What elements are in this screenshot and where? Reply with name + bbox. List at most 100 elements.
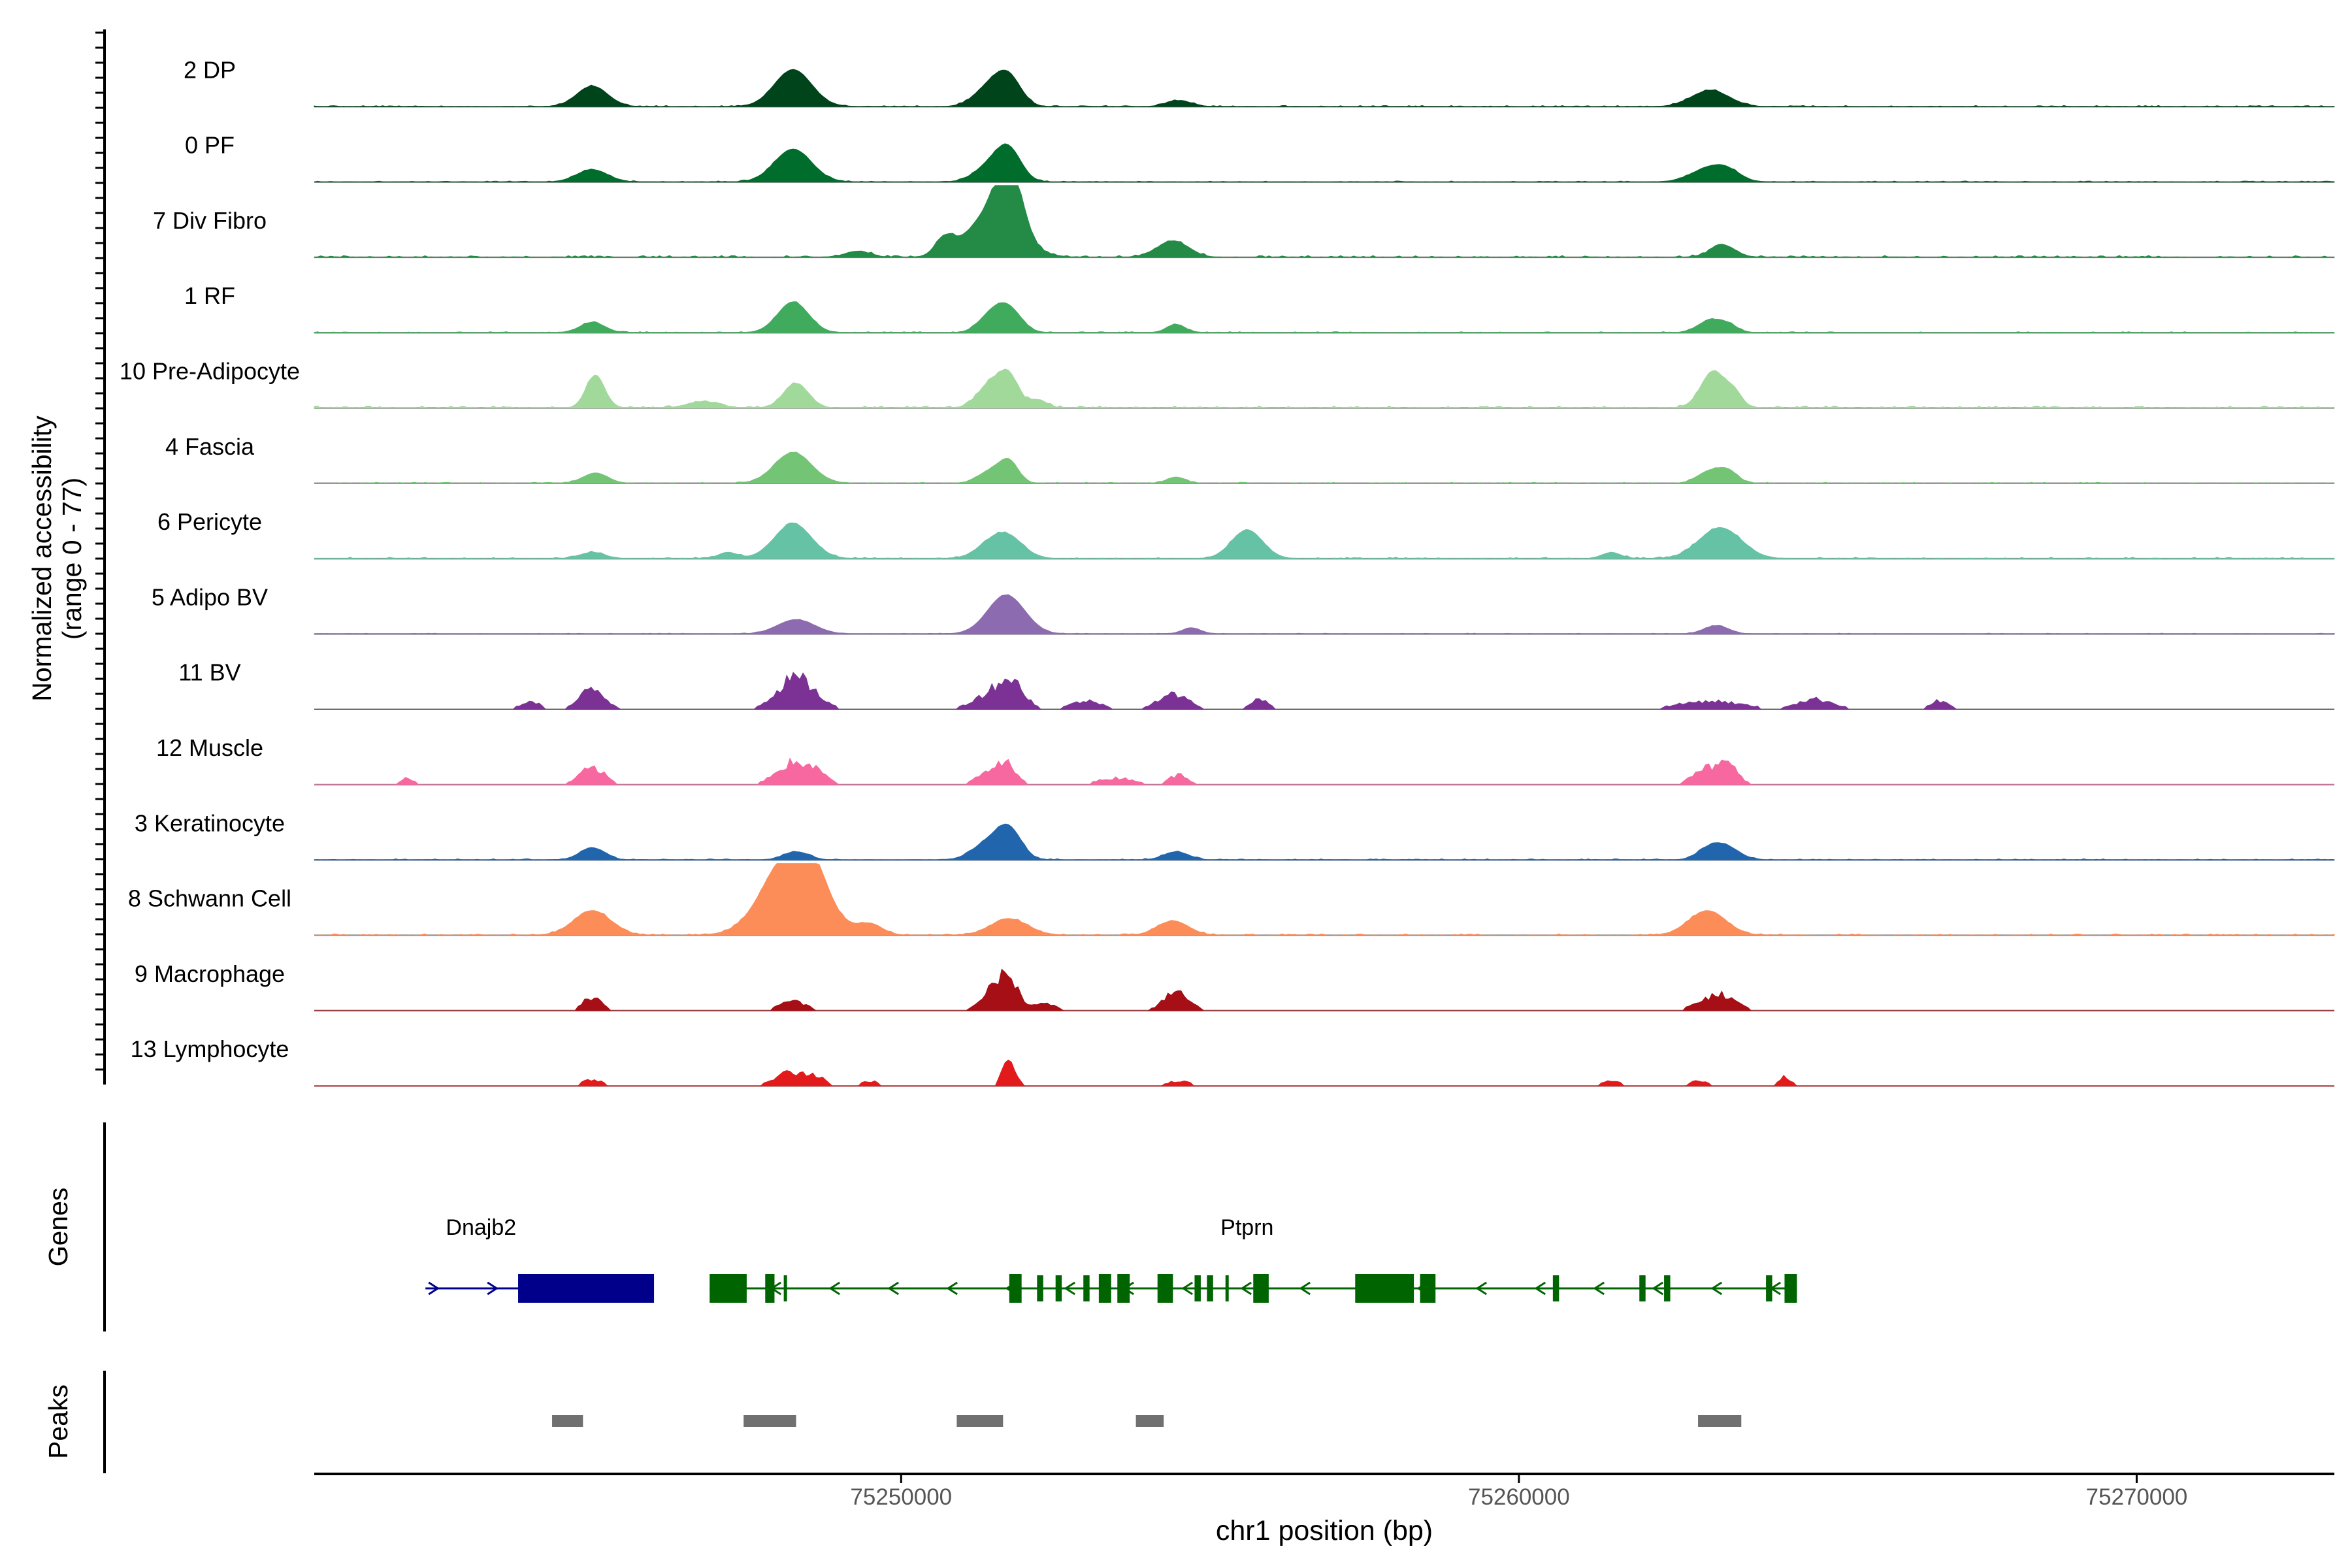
gene-dnajb2: Dnajb2 [425,1215,655,1303]
strand-arrow [1181,1281,1193,1296]
exon [1207,1275,1213,1301]
exon [1009,1274,1022,1303]
exon [1225,1275,1229,1301]
exon [1098,1274,1111,1303]
gene-models: Dnajb2 Ptprn [425,1215,1797,1303]
coverage-area [314,594,2335,634]
peaks-panel: Peaks [43,1371,1742,1473]
coverage-area [314,863,2335,936]
track-4: 1 RF [184,282,2335,334]
track-9: 11 BV [178,659,2334,710]
strand-arrow [1652,1281,1663,1296]
genes-panel: Genes Dnajb2 Ptprn [43,1122,1797,1331]
y-axis-ticks [95,31,105,1071]
track-label: 3 Keratinocyte [135,809,285,836]
exon [1055,1275,1062,1301]
strand-arrow [1710,1281,1722,1296]
track-label: 7 Div Fibro [153,207,267,234]
track-14: 13 Lymphocyte [131,1036,2334,1087]
gene-name: Ptprn [1220,1215,1273,1240]
strand-arrow [1064,1281,1075,1296]
peak-regions [552,1415,1742,1427]
coverage-area [314,968,2334,1011]
gene-name: Dnajb2 [446,1215,516,1240]
track-8: 5 Adipo BV [152,583,2335,635]
strand-arrow [1534,1281,1546,1296]
peak-region [743,1415,796,1427]
track-2: 0 PF [185,132,2335,183]
strand-arrow [887,1281,899,1296]
coverage-area [314,69,2335,107]
strand-arrow [428,1281,440,1296]
exon [1639,1275,1646,1301]
coverage-area [314,368,2335,409]
exon [1766,1275,1772,1301]
gene-ptprn: Ptprn [710,1215,1797,1303]
exon [710,1274,747,1303]
coverage-area [314,672,2334,710]
track-label: 8 Schwann Cell [128,885,291,912]
exon [1157,1274,1173,1303]
track-label: 4 Fascia [165,433,255,460]
track-10: 12 Muscle [156,734,2334,786]
coverage-area [314,143,2335,183]
peak-region [956,1415,1004,1427]
x-axis-ticks: 75250000 75260000 75270000 [850,1474,2187,1510]
exon [1664,1275,1671,1301]
coverage-area [314,301,2335,333]
peaks-label: Peaks [43,1384,73,1459]
exon [518,1274,655,1303]
track-11: 3 Keratinocyte [135,809,2335,861]
coverage-tracks: 2 DP 0 PF 7 Div Fibro 1 RF 10 Pre-Adipocyte 4… [120,56,2335,1087]
exon [1037,1275,1043,1301]
x-axis: 75250000 75260000 75270000 chr1 position (… [314,1473,2334,1546]
exon [783,1275,787,1301]
strand-arrow [1475,1281,1487,1296]
track-label: 11 BV [178,659,240,686]
strand-arrow [1240,1281,1252,1296]
coverage-area [314,823,2335,860]
coverage-area [314,185,2335,258]
track-3: 7 Div Fibro [153,185,2335,259]
track-7: 6 Pericyte [157,508,2335,560]
track-label: 10 Pre-Adipocyte [120,358,300,385]
track-1: 2 DP [184,56,2335,108]
x-axis-label: chr1 position (bp) [1216,1515,1433,1546]
strand-arrow [828,1281,840,1296]
y-axis-label-line2: (range 0 - 77) [57,478,87,640]
peak-region [552,1415,583,1427]
coverage-area [314,1059,2334,1086]
peak-region [1135,1415,1164,1427]
x-tick-label: 75250000 [850,1484,952,1510]
track-label: 1 RF [184,282,235,309]
track-label: 5 Adipo BV [152,583,268,610]
exon [1552,1275,1560,1301]
y-axis: Normalized accessibility (range 0 - 77) [27,29,106,1085]
strand-arrow [487,1281,498,1296]
strand-arrow [1299,1281,1311,1296]
coverage-area [314,757,2334,785]
track-5: 10 Pre-Adipocyte [120,358,2335,409]
exon [765,1274,775,1303]
x-tick-label: 75270000 [2086,1484,2188,1510]
track-label: 9 Macrophage [135,960,285,987]
x-tick-label: 75260000 [1468,1484,1570,1510]
track-6: 4 Fascia [165,433,2335,485]
peak-region [1698,1415,1742,1427]
y-axis-label-line1: Normalized accessibility [27,416,57,702]
exon [1784,1274,1797,1303]
coverage-area [314,451,2335,484]
track-label: 13 Lymphocyte [131,1036,289,1062]
genes-label: Genes [43,1188,73,1267]
track-label: 6 Pericyte [157,508,262,535]
track-12: 8 Schwann Cell [128,863,2335,936]
exon [1083,1275,1090,1301]
track-label: 0 PF [185,132,235,159]
exon [1420,1274,1436,1303]
strand-arrow [946,1281,958,1296]
exon [1194,1275,1201,1301]
track-13: 9 Macrophage [135,960,2334,1012]
exon [1355,1274,1414,1303]
exon [1117,1274,1130,1303]
